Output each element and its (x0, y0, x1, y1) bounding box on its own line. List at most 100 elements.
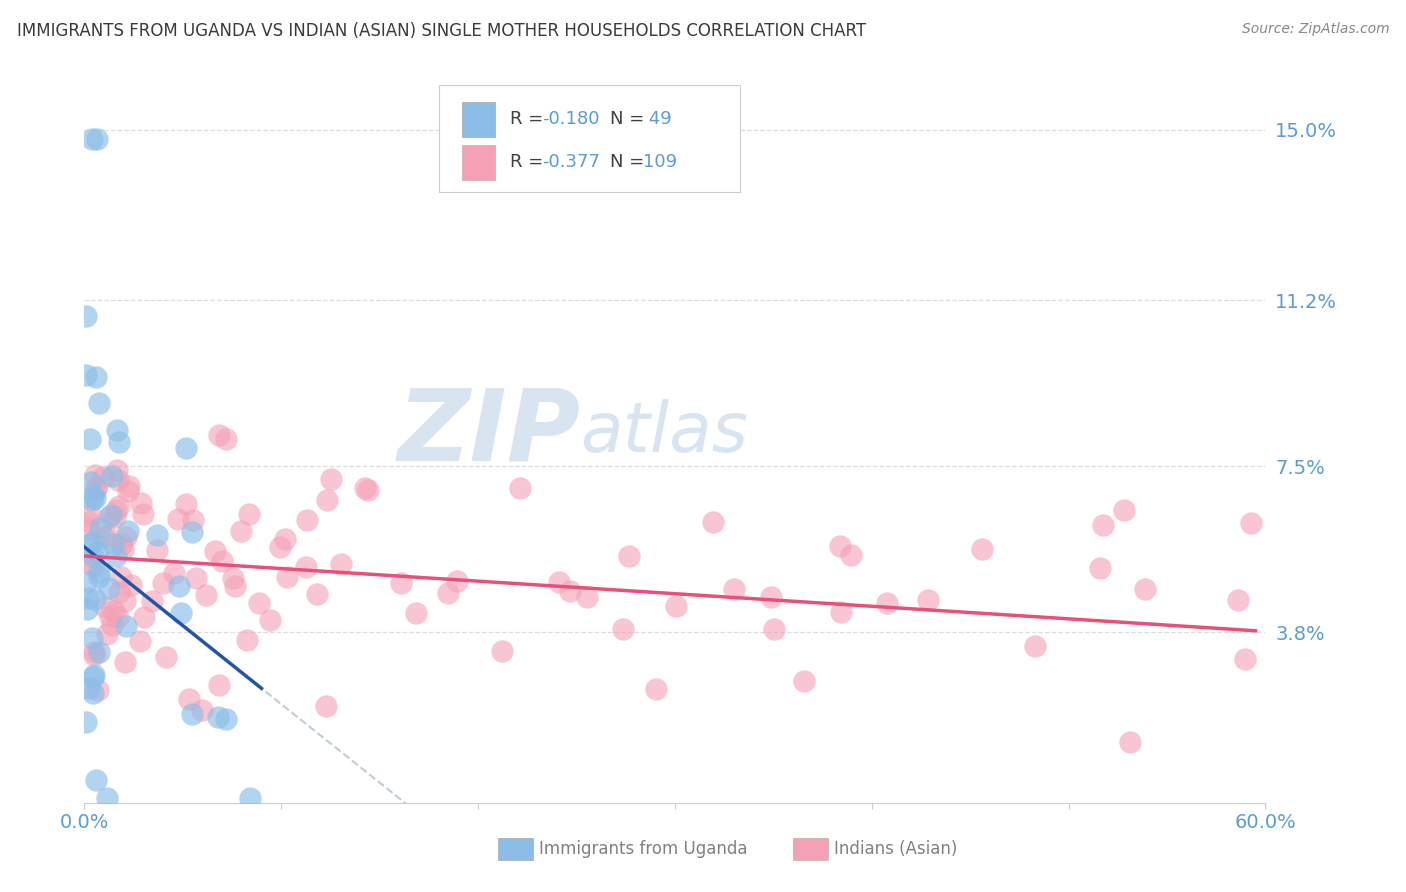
Point (273, 532, 295, 546)
Point (79, 432, 101, 446)
Point (152, 576, 174, 591)
Text: Immigrants from Uganda: Immigrants from Uganda (538, 839, 748, 858)
Point (117, 524, 139, 538)
Point (247, 596, 270, 610)
Point (236, 632, 259, 647)
Point (82, 489, 104, 503)
Point (96, 791, 118, 805)
Point (86, 132, 108, 146)
Point (101, 468, 124, 483)
Point (761, 590, 783, 604)
Point (612, 622, 634, 636)
Point (79, 536, 101, 550)
Point (105, 424, 128, 438)
Point (224, 579, 246, 593)
Point (1088, 561, 1111, 575)
Point (101, 536, 124, 550)
FancyBboxPatch shape (463, 145, 495, 180)
Point (259, 613, 281, 627)
Point (389, 576, 412, 591)
Point (163, 566, 186, 581)
Point (176, 441, 198, 455)
Text: N =: N = (610, 111, 650, 128)
Point (269, 540, 291, 554)
Point (215, 432, 238, 446)
Point (100, 508, 122, 522)
Point (575, 590, 598, 604)
Point (114, 619, 136, 633)
Text: N =: N = (610, 153, 650, 171)
Point (98, 608, 121, 623)
Text: IMMIGRANTS FROM UGANDA VS INDIAN (ASIAN) SINGLE MOTHER HOUSEHOLDS CORRELATION CH: IMMIGRANTS FROM UGANDA VS INDIAN (ASIAN)… (17, 22, 866, 40)
FancyBboxPatch shape (498, 838, 533, 860)
Point (128, 633, 150, 648)
Point (96, 627, 118, 641)
Point (321, 471, 343, 485)
Point (702, 515, 724, 529)
Point (297, 513, 319, 527)
Point (84, 369, 107, 384)
Point (839, 548, 862, 562)
Point (132, 610, 155, 624)
Point (131, 496, 153, 510)
Point (105, 549, 128, 564)
Point (155, 650, 177, 665)
Point (84, 591, 107, 606)
Point (214, 712, 236, 726)
Point (104, 510, 127, 524)
Point (208, 428, 231, 442)
Point (437, 586, 460, 600)
Point (77, 591, 100, 606)
Point (89, 521, 111, 535)
Point (75, 368, 97, 383)
Point (82, 556, 104, 570)
Point (132, 507, 155, 521)
Point (665, 599, 688, 614)
Point (229, 524, 252, 538)
Point (87, 396, 110, 410)
Point (167, 579, 190, 593)
Point (86, 481, 108, 495)
Point (305, 587, 328, 601)
Point (105, 463, 128, 477)
Point (76, 602, 98, 616)
Point (82, 534, 104, 549)
Point (1092, 517, 1115, 532)
Point (146, 542, 169, 557)
Point (917, 592, 939, 607)
Point (184, 571, 207, 585)
Point (75, 714, 97, 729)
Text: atlas: atlas (581, 399, 748, 467)
Point (1240, 516, 1263, 530)
Point (79, 522, 101, 536)
Point (107, 585, 129, 599)
Point (145, 528, 167, 542)
Point (105, 503, 128, 517)
Point (315, 699, 337, 714)
Point (617, 549, 640, 563)
Point (558, 584, 581, 599)
Text: R =: R = (509, 111, 548, 128)
Point (1112, 503, 1135, 517)
Point (114, 655, 136, 669)
Text: Source: ZipAtlas.com: Source: ZipAtlas.com (1241, 22, 1389, 37)
Point (82, 558, 104, 573)
Point (100, 618, 122, 632)
Text: 109: 109 (643, 153, 678, 171)
Point (354, 481, 377, 495)
Point (91, 470, 114, 484)
Point (82, 686, 104, 700)
Point (1234, 652, 1257, 666)
Point (170, 606, 193, 620)
Point (96, 529, 118, 543)
Point (83, 645, 105, 659)
Point (108, 499, 131, 513)
Point (177, 692, 200, 706)
Point (208, 677, 231, 691)
Point (76, 309, 98, 323)
Point (86, 772, 108, 787)
Point (167, 512, 190, 526)
Point (77, 681, 100, 695)
Point (491, 644, 513, 658)
Point (183, 513, 205, 527)
